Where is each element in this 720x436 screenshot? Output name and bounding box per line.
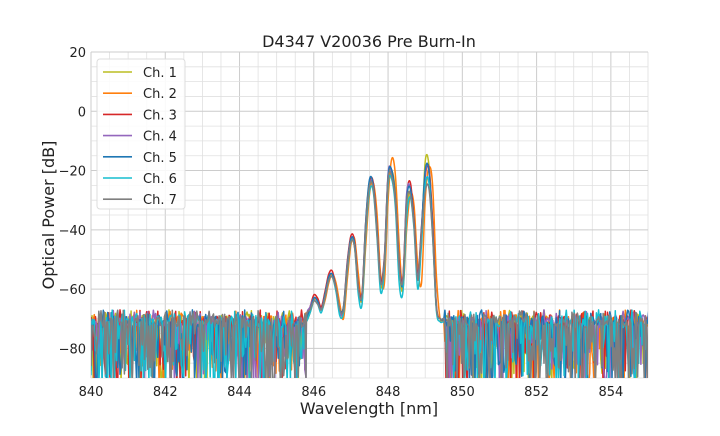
x-tick-label: 840 <box>79 385 104 400</box>
x-axis-label: Wavelength [nm] <box>300 399 438 418</box>
legend-label: Ch. 4 <box>143 130 177 145</box>
y-tick-label: −80 <box>59 342 86 357</box>
x-tick-label: 854 <box>598 385 623 400</box>
legend-box <box>96 58 186 210</box>
x-tick-label: 848 <box>376 385 401 400</box>
legend-label: Ch. 5 <box>143 151 177 166</box>
legend-label: Ch. 3 <box>143 108 177 123</box>
y-tick-label: 0 <box>78 105 86 120</box>
legend-label: Ch. 2 <box>143 87 177 102</box>
chart-title: D4347 V20036 Pre Burn-In <box>262 32 476 51</box>
y-tick-label: −20 <box>59 165 86 180</box>
legend-label: Ch. 1 <box>143 66 177 81</box>
x-tick-label: 844 <box>227 385 252 400</box>
series-line-7 <box>91 170 648 378</box>
x-tick-label: 852 <box>524 385 549 400</box>
series-lines <box>91 153 648 378</box>
legend-label: Ch. 7 <box>143 193 177 208</box>
y-axis-label: Optical Power [dB] <box>39 141 58 290</box>
legend: Ch. 1 Ch. 2 Ch. 3 Ch. 4 Ch. 5 Ch. 6 Ch. 7 <box>96 58 186 210</box>
x-tick-label: 846 <box>301 385 326 400</box>
tick-labels: 840 842 844 846 848 850 852 854 20 0 −20 −40 −60 −80 <box>59 46 624 400</box>
y-tick-label: −40 <box>59 224 86 239</box>
y-tick-label: 20 <box>69 46 86 61</box>
legend-label: Ch. 6 <box>143 172 177 187</box>
y-tick-label: −60 <box>59 283 86 298</box>
x-tick-label: 842 <box>153 385 178 400</box>
x-tick-label: 850 <box>450 385 475 400</box>
